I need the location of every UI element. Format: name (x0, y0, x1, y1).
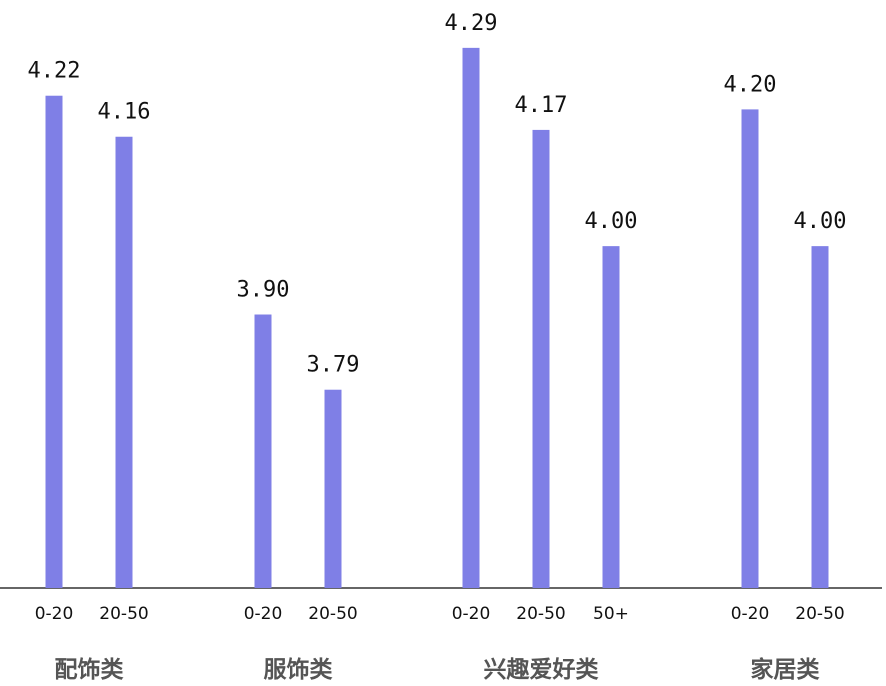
x-tick-label: 20-50 (99, 604, 148, 624)
data-label: 4.29 (445, 11, 498, 36)
bar (462, 47, 480, 588)
bar (45, 95, 63, 588)
x-tick-label: 20-50 (308, 604, 357, 624)
group-label: 配饰类 (55, 656, 124, 683)
bar (741, 109, 759, 588)
group-label: 兴趣爱好类 (484, 657, 599, 683)
x-tick-label: 20-50 (516, 604, 565, 624)
data-label: 4.16 (98, 100, 151, 125)
bar (602, 246, 620, 589)
data-label: 3.90 (237, 278, 290, 303)
x-tick-label: 20-50 (795, 604, 844, 624)
data-label: 4.17 (515, 93, 568, 118)
x-tick-label: 0-20 (731, 604, 770, 624)
bar (115, 136, 133, 588)
x-tick-label: 0-20 (452, 604, 491, 624)
bar (324, 389, 342, 588)
group-label: 服饰类 (264, 656, 333, 683)
data-label: 3.79 (307, 353, 360, 378)
bar (811, 246, 829, 589)
data-label: 4.20 (724, 72, 777, 97)
data-label: 4.00 (794, 209, 847, 234)
bar (532, 129, 550, 588)
data-label: 4.22 (28, 59, 81, 84)
bar (254, 314, 272, 588)
x-tick-label: 50+ (593, 604, 629, 624)
x-tick-label: 0-20 (244, 604, 283, 624)
data-label: 4.00 (585, 209, 638, 234)
group-label: 家居类 (751, 656, 820, 683)
x-tick-label: 0-20 (35, 604, 74, 624)
